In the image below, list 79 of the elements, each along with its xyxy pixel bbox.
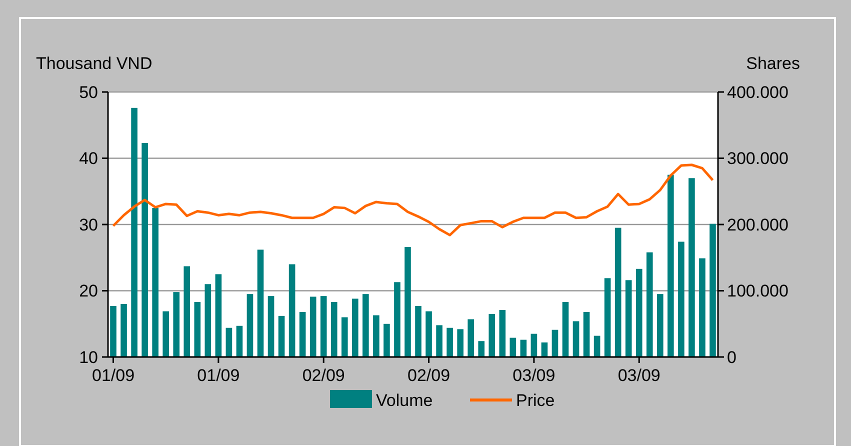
bar: [572, 321, 580, 357]
y-tick-label: 30: [79, 215, 98, 234]
bar: [604, 278, 611, 357]
bar: [446, 328, 453, 357]
bar: [530, 334, 538, 357]
bar: [614, 228, 622, 357]
legend-label: Price: [516, 390, 555, 410]
bar: [646, 252, 653, 357]
bar: [268, 296, 274, 357]
y2-tick-label: 300.000: [727, 149, 788, 168]
y-axis-title: Thousand VND: [36, 54, 152, 73]
y-tick-label: 20: [79, 282, 98, 301]
x-tick-label: 01/09: [92, 366, 135, 385]
x-tick-label: 03/09: [618, 366, 660, 385]
bar: [373, 315, 380, 357]
line-series: [112, 164, 714, 236]
bar: [594, 336, 600, 357]
y2-tick-label: 200.000: [727, 215, 788, 234]
bar: [541, 342, 548, 357]
bar: [426, 311, 432, 357]
bar: [510, 338, 516, 357]
bar: [226, 328, 232, 357]
bar: [404, 247, 411, 357]
bar: [257, 250, 264, 357]
bar: [478, 341, 485, 357]
bar: [583, 312, 590, 357]
y2-tick-label: 400.000: [727, 82, 788, 102]
bar: [184, 266, 190, 357]
bar: [236, 326, 243, 357]
bar: [657, 294, 664, 357]
bar: [688, 178, 695, 357]
bar: [330, 302, 338, 357]
bar: [142, 143, 148, 357]
y2-axis-title: Shares: [746, 54, 800, 73]
bar: [499, 310, 506, 357]
bar: [162, 311, 169, 357]
bar: [320, 296, 327, 357]
y-tick-label: 50: [79, 82, 98, 102]
x-tick-label: 01/09: [197, 366, 240, 385]
bar: [636, 268, 642, 357]
x-tick-label: 02/09: [408, 366, 450, 385]
bar: [278, 316, 285, 357]
bar: [625, 280, 632, 357]
bar: [362, 294, 369, 357]
bar: [204, 284, 212, 357]
x-tick-label: 02/09: [302, 366, 345, 385]
bar: [341, 317, 348, 357]
bar: [215, 274, 222, 357]
bar: [173, 292, 180, 357]
y2-tick-label: 100.000: [727, 282, 788, 301]
bar: [415, 306, 422, 357]
legend-label: Volume: [376, 390, 433, 410]
bar: [288, 264, 296, 357]
x-tick-label: 03/09: [512, 366, 556, 385]
bar: [384, 324, 390, 357]
bar: [678, 242, 684, 357]
y-tick-label: 40: [79, 149, 98, 168]
bar: [246, 294, 254, 357]
bar: [562, 302, 569, 357]
bar: [668, 174, 674, 357]
y2-tick-label: 0: [727, 348, 736, 367]
bar: [699, 258, 706, 357]
bar: [131, 108, 138, 357]
bar: [457, 329, 464, 357]
y-tick-label: 10: [79, 348, 98, 367]
bar: [120, 304, 127, 357]
bar: [299, 312, 306, 357]
bar: [310, 296, 316, 357]
bar: [152, 208, 158, 357]
bar: [552, 330, 558, 357]
bar: [436, 325, 442, 357]
bar: [488, 314, 496, 357]
bar: [194, 302, 201, 357]
bar: [352, 298, 358, 357]
bar: [468, 319, 474, 357]
bar: [520, 340, 527, 357]
bar: [110, 306, 116, 357]
bar: [710, 224, 716, 357]
bar: [394, 282, 400, 357]
